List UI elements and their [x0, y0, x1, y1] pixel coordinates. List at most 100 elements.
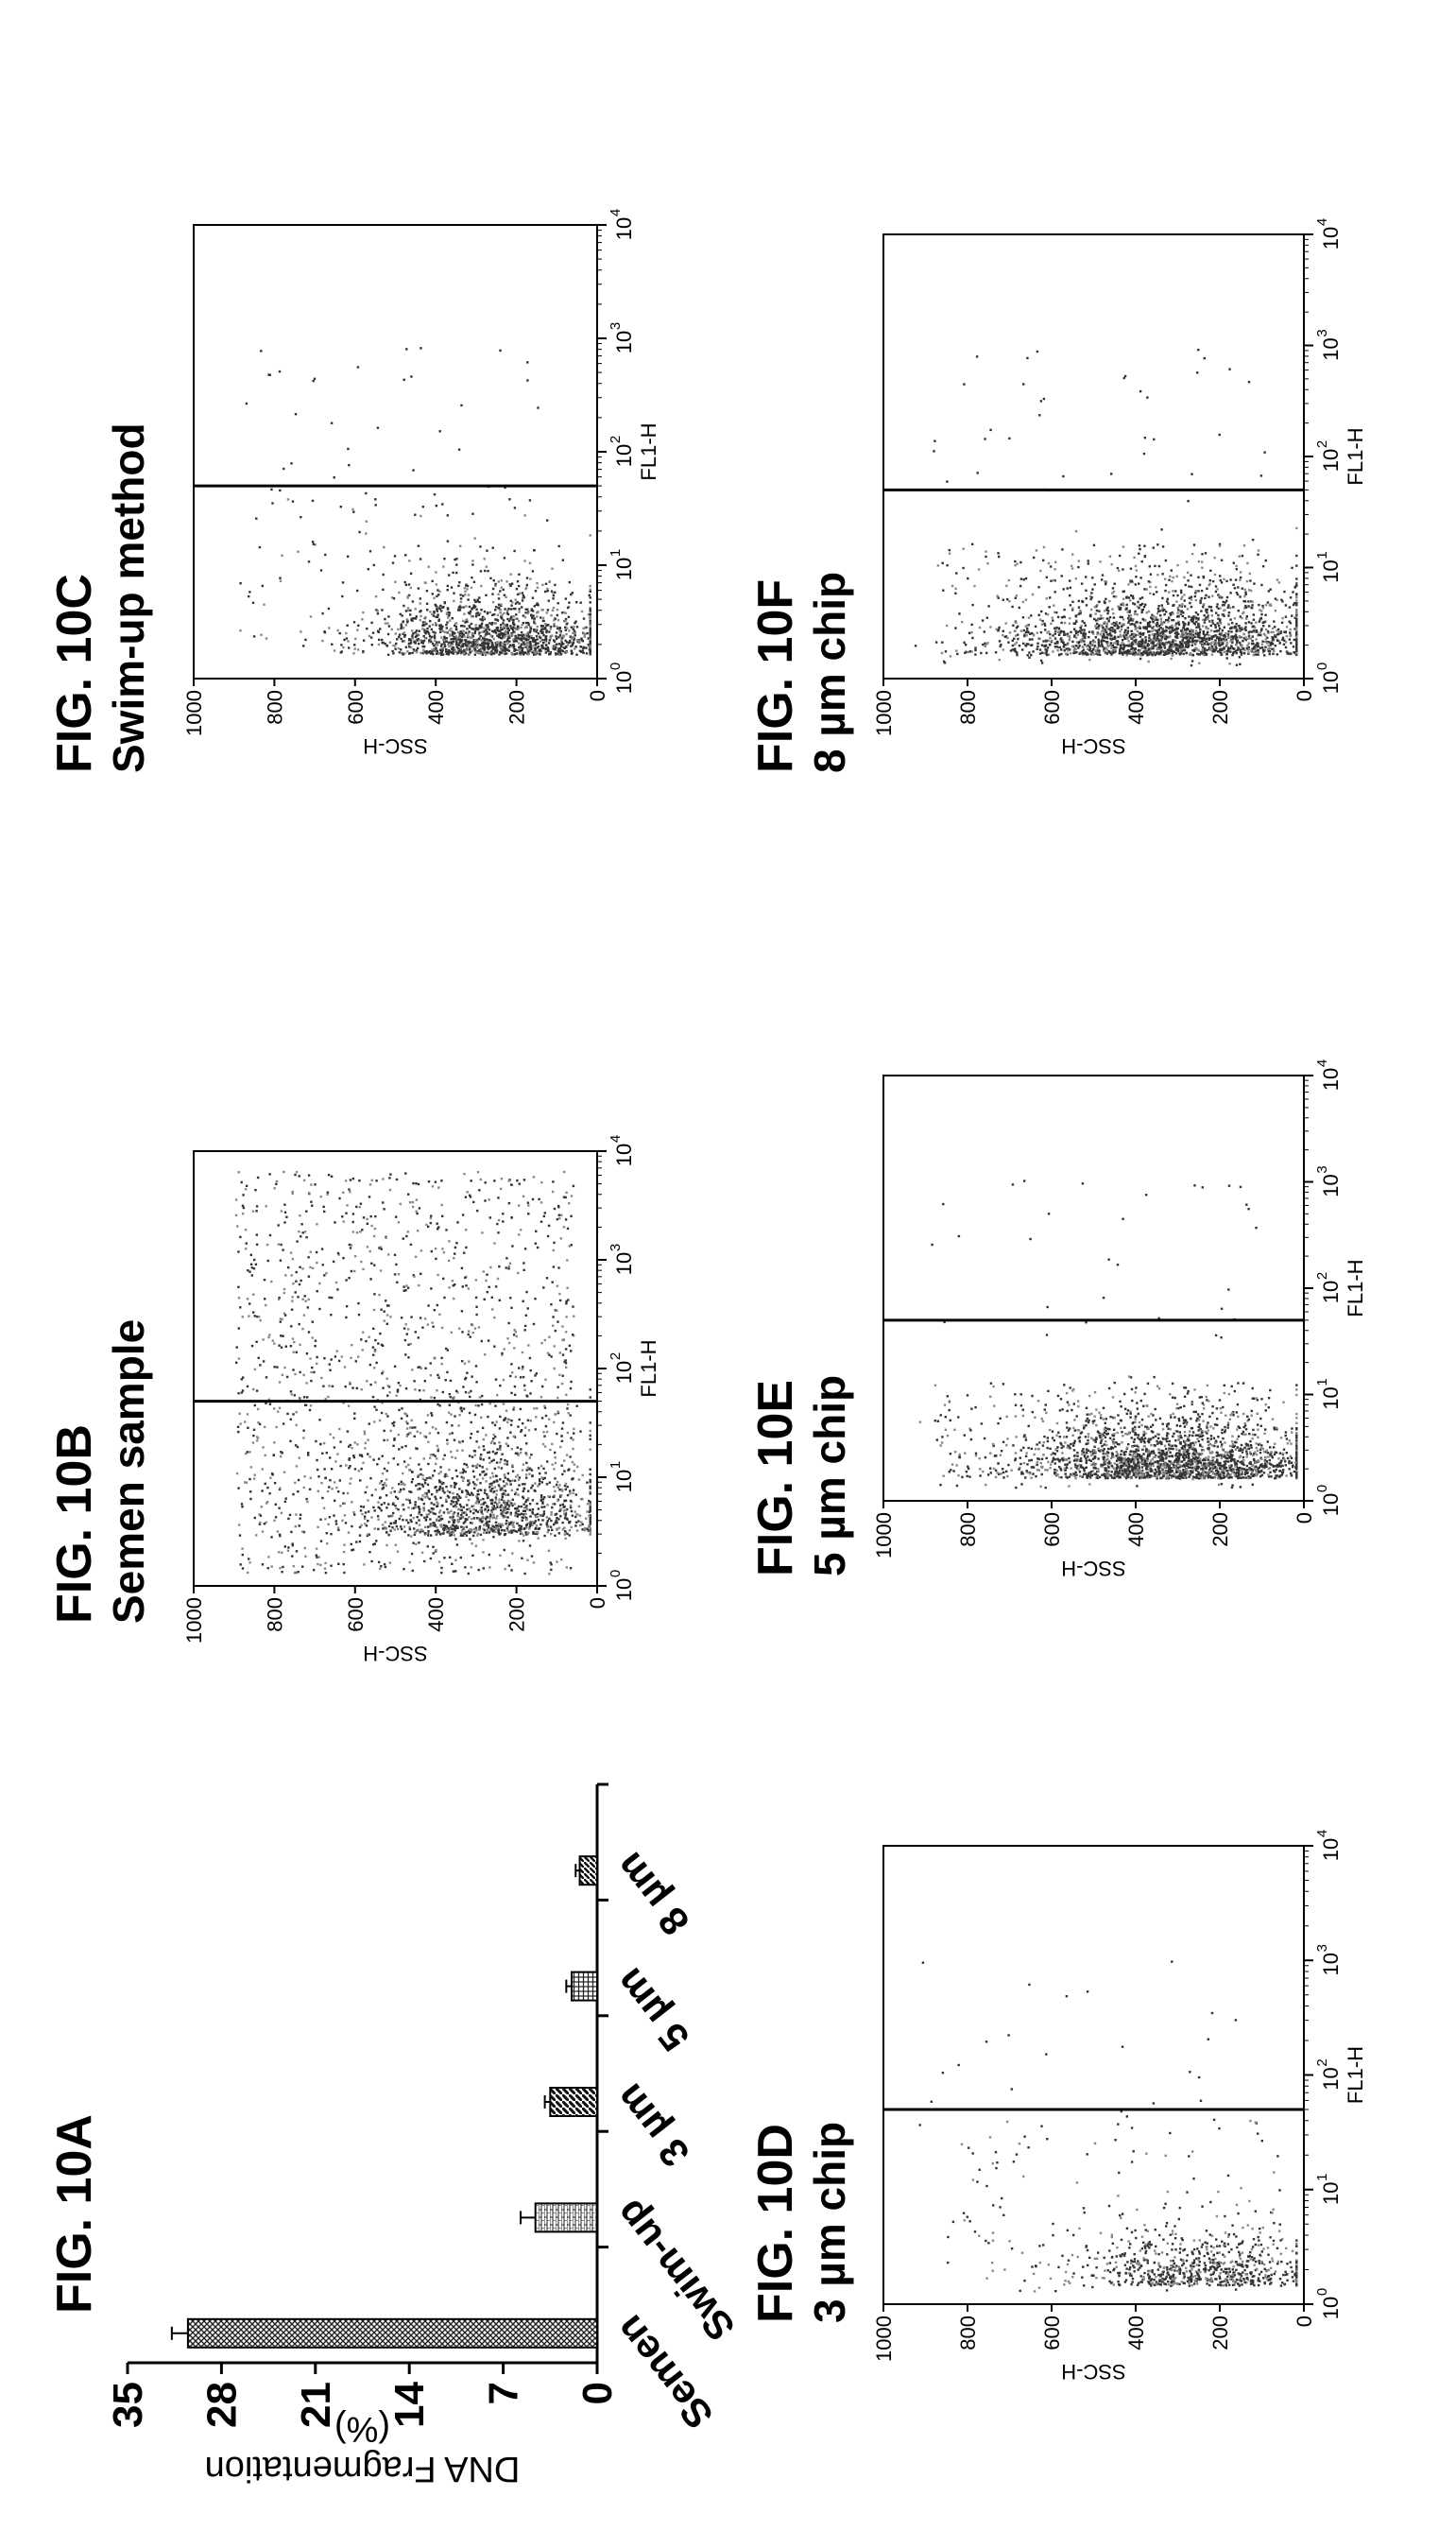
fig-10b-event-point	[383, 1208, 385, 1211]
fig-10b-event-point	[237, 1487, 240, 1489]
fig-10b-event-point	[475, 1500, 479, 1503]
fig-10c-event-point	[263, 603, 266, 606]
fig-10b-event-point	[502, 1213, 505, 1215]
fig-10b-event-point	[521, 1351, 524, 1354]
fig-10b-event-point	[548, 1573, 551, 1575]
fig-10d-event-point	[1195, 2264, 1198, 2266]
fig-10c-event-point	[409, 572, 413, 575]
fig-10b-event-point	[458, 1414, 461, 1417]
fig-10b-event-point	[452, 1515, 454, 1519]
fig-10b-event-point	[504, 1506, 507, 1508]
fig-10b-event-point	[492, 1513, 495, 1516]
fig-10b-event-point	[359, 1479, 362, 1482]
fig-10c-event-point	[497, 641, 500, 645]
fig-10b-event-point	[408, 1525, 411, 1529]
fig-10b-event-point	[492, 1433, 495, 1437]
fig-10b-event-point	[255, 1205, 259, 1208]
fig-10c-event-point	[394, 632, 398, 635]
fig-10b-event-point	[265, 1303, 267, 1307]
fig-10b-event-point	[462, 1407, 466, 1410]
fig-10b-event-point	[583, 1529, 587, 1532]
fig-10c-event-point	[578, 649, 582, 652]
fig-10d-event-point	[1154, 2249, 1156, 2252]
fig-10d-event-point	[1169, 2267, 1172, 2271]
fig-10b-event-point	[524, 1531, 527, 1534]
fig-10b-event-point	[322, 1205, 325, 1209]
fig-10b-event-point	[315, 1439, 317, 1443]
fig-10b-event-point	[531, 1474, 534, 1477]
fig-10b-event-point	[348, 1467, 351, 1470]
fig-10b-event-point	[253, 1477, 256, 1480]
fig-10c-event-point	[512, 622, 515, 625]
fig-10b-event-point	[589, 1478, 591, 1482]
fig-10d-event-point	[1108, 2249, 1111, 2252]
fig-10c-event-point	[409, 586, 412, 590]
fig-10c-event-point	[523, 560, 526, 562]
fig-10b-event-point	[490, 1296, 493, 1299]
fig-10c-event-point	[522, 634, 524, 638]
fig-10b-event-point	[273, 1407, 276, 1410]
fig-10b-event-point	[507, 1265, 510, 1268]
fig-10b-event-point	[351, 1524, 353, 1528]
fig-10d-event-point	[1173, 2225, 1176, 2228]
fig-10c-event-point	[536, 581, 539, 585]
fig-10c-event-point	[477, 651, 480, 655]
fig-10b-event-point	[471, 1522, 474, 1524]
fig-10c-event-point	[536, 615, 539, 618]
fig-10b-event-point	[403, 1285, 405, 1288]
fig-10c-event-point	[496, 649, 499, 652]
fig-10d-event-point	[1191, 2252, 1194, 2256]
fig-10b-event-point	[565, 1454, 569, 1456]
fig-10c-event-point	[565, 650, 569, 654]
fig-10c-event-point	[421, 505, 425, 508]
fig-10d-event-point	[1238, 2284, 1241, 2287]
fig-10b-event-point	[403, 1460, 406, 1463]
fig-10b-event-point	[378, 1419, 382, 1422]
fig-10b-event-point	[257, 1316, 261, 1318]
fig-10d-event-point	[1133, 2260, 1136, 2264]
fig-10a-y-axis-label: DNA Fragmentation	[205, 2449, 521, 2488]
fig-10b-event-point	[541, 1385, 544, 1388]
fig-10b-event-point	[293, 1394, 297, 1397]
fig-10b-event-point	[238, 1412, 241, 1415]
fig-10b-event-point	[353, 1255, 357, 1258]
fig-10b-event-point	[449, 1534, 452, 1537]
fig-10b-event-point	[324, 1572, 328, 1575]
fig-10d-event-point	[1127, 2272, 1130, 2275]
fig-10c-event-point	[573, 639, 575, 642]
fig-10b-event-point	[252, 1428, 256, 1431]
fig-10b-event-point	[558, 1484, 561, 1487]
fig-10b-event-point	[421, 1485, 425, 1488]
fig-10b-event-point	[510, 1363, 513, 1366]
fig-10b-event-point	[345, 1316, 348, 1319]
fig-10b-event-point	[555, 1483, 558, 1487]
fig-10b-event-point	[323, 1274, 326, 1277]
fig-10c-event-point	[459, 597, 463, 600]
fig-10d-event-point	[1086, 2248, 1089, 2252]
fig-10b-event-point	[467, 1333, 470, 1336]
fig-10c-event-point	[526, 608, 529, 611]
fig-10b-event-point	[445, 1528, 449, 1531]
fig-10c-event-point	[515, 613, 518, 616]
fig-10b-event-point	[492, 1458, 495, 1461]
fig-10c-event-point	[551, 609, 555, 612]
fig-10b-event-point	[559, 1504, 562, 1507]
fig-10c-event-point	[362, 611, 365, 614]
fig-10b-event-point	[389, 1429, 392, 1433]
fig-10b-event-point	[344, 1522, 348, 1524]
fig-10d-event-point	[1190, 2272, 1193, 2275]
fig-10b-event-point	[475, 1529, 478, 1532]
fig-10b-event-point	[528, 1508, 531, 1511]
fig-10b-event-point	[278, 1344, 281, 1347]
fig-10b-event-point	[542, 1467, 545, 1471]
fig-10b-event-point	[264, 1454, 266, 1456]
fig-10c-event-point	[494, 609, 497, 611]
fig-10d-event-point	[1237, 2282, 1240, 2285]
fig-10c-event-point	[457, 631, 460, 634]
fig-10b-event-point	[430, 1214, 433, 1217]
fig-10c-event-point	[518, 642, 521, 645]
fig-10d-event-point	[1295, 2281, 1298, 2283]
fig-10b-event-point	[517, 1454, 520, 1456]
fig-10b-event-point	[413, 1380, 416, 1383]
fig-10b-event-point	[577, 1505, 581, 1507]
